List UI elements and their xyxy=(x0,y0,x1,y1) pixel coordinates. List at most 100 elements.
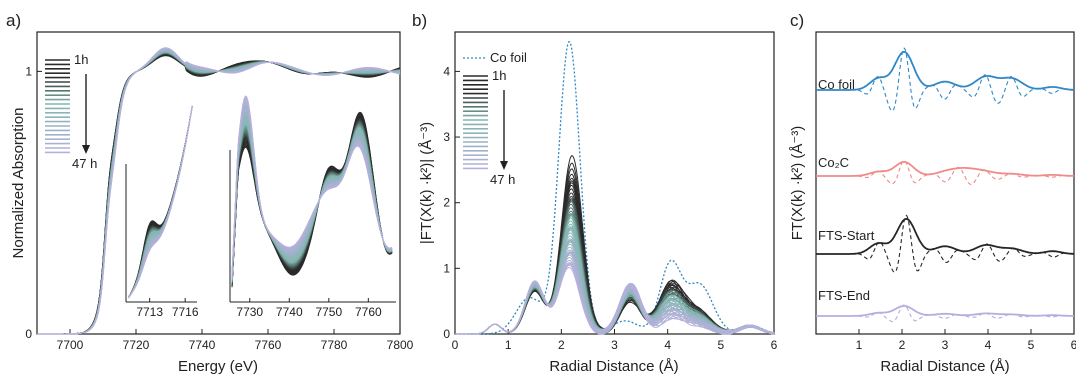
inset1-series-line xyxy=(127,105,193,299)
inset1-series-line xyxy=(127,105,193,299)
xanes-series-line xyxy=(37,52,401,335)
inset1-series-line xyxy=(127,105,193,299)
xanes-series-line xyxy=(37,48,401,335)
xanes-series-line xyxy=(37,55,401,335)
x-tick-label-b: 0 xyxy=(452,338,459,352)
xanes-series-line xyxy=(37,52,401,335)
xanes-series-line xyxy=(37,47,401,335)
xanes-series-line xyxy=(37,47,401,335)
xanes-series-line xyxy=(37,49,401,335)
y-tick-label-a: 1 xyxy=(25,64,32,78)
ft-magnitude-line xyxy=(816,51,1075,91)
xanes-series-line xyxy=(37,48,401,335)
inset1-series-line xyxy=(127,105,193,299)
panel-b-ylabel: |FT(X(k) ·k²)| (Å⁻³) xyxy=(418,122,435,244)
panel-b-ticks: 0 1 2 3 4 5 6 0 1 2 3 4 xyxy=(443,64,777,352)
inset2-series-line xyxy=(231,108,393,278)
x-tick-label-b: 6 xyxy=(771,338,778,352)
legend-a-arrowhead xyxy=(82,145,90,154)
inset1-series-line xyxy=(127,105,193,299)
xanes-series-line xyxy=(37,54,401,335)
xanes-series-line xyxy=(37,53,401,335)
xanes-series-line xyxy=(37,55,401,335)
inset1-series-line xyxy=(127,105,193,299)
y-tick-label-b: 3 xyxy=(443,130,450,144)
xanes-series-line xyxy=(37,50,400,335)
inset1-series-line xyxy=(127,105,193,299)
panel-a-xlabel: Energy (eV) xyxy=(178,358,258,375)
xanes-series-line xyxy=(37,49,401,335)
panel-a-frame xyxy=(36,31,401,335)
inset1-series-line xyxy=(127,105,193,299)
xanes-series-line xyxy=(37,47,401,335)
xanes-series-line xyxy=(37,54,401,335)
panel-a-inset-pre-edge: 7713 7716 xyxy=(125,105,199,319)
rdf-series-line xyxy=(455,182,775,335)
xanes-series-line xyxy=(37,52,401,335)
xanes-series-line xyxy=(37,50,401,335)
inset1-series-line xyxy=(127,105,193,299)
xanes-series-line xyxy=(37,47,401,335)
inset1-series-line xyxy=(127,105,193,299)
xanes-series-line xyxy=(37,48,401,335)
rdf-series-line xyxy=(455,266,775,335)
inset2-tick-label: 7730 xyxy=(236,305,263,319)
rdf-series-line xyxy=(455,201,775,335)
xanes-series-line xyxy=(37,54,401,335)
xanes-series-line xyxy=(37,51,401,335)
x-tick-label-c: 4 xyxy=(985,338,992,352)
panel-b-label: b) xyxy=(412,11,427,30)
x-tick-label-c: 6 xyxy=(1071,338,1076,352)
panel-a-inset-xanes: 7730 7740 7750 7760 xyxy=(229,95,396,319)
rdf-series-line xyxy=(455,162,775,335)
ft-imaginary-line xyxy=(816,47,1075,112)
xanes-series-line xyxy=(37,50,400,335)
inset1-series-line xyxy=(127,105,193,299)
inset1-series-line xyxy=(127,105,193,299)
xanes-series-line xyxy=(37,51,401,335)
series-label-c: FTS-Start xyxy=(818,228,875,243)
legend-b-end-label: 47 h xyxy=(490,172,515,187)
inset2-series-line xyxy=(231,107,393,278)
xanes-series-line xyxy=(37,54,401,335)
inset1-series-line xyxy=(127,105,193,299)
panel-b-xlabel: Radial Distance (Å) xyxy=(549,358,678,375)
xanes-series-line xyxy=(37,53,401,335)
inset2-series-line xyxy=(231,120,393,284)
xanes-series-line xyxy=(37,51,401,335)
panel-c-series: Co foil Co₂C FTS-Start FTS-End xyxy=(816,47,1075,323)
inset1-series-line xyxy=(127,105,193,299)
inset1-series-line xyxy=(127,105,193,299)
legend-a-end-label: 47 h xyxy=(72,156,97,171)
inset1-tick-label: 7713 xyxy=(136,305,163,319)
xanes-series-line xyxy=(37,48,401,335)
inset1-series-line xyxy=(127,105,193,299)
panel-b: 0 1 2 3 4 5 6 0 1 2 3 4 Co foil 1h 47 h Radial Distan… xyxy=(418,31,778,375)
x-tick-label-b: 2 xyxy=(558,338,565,352)
inset2-series-line xyxy=(231,121,393,284)
xanes-series-line xyxy=(37,53,401,335)
x-tick-label-a: 7800 xyxy=(387,338,414,352)
legend-b-reference-label: Co foil xyxy=(490,50,527,65)
rdf-series-line xyxy=(455,184,775,335)
inset1-series-line xyxy=(127,105,193,299)
xanes-series-line xyxy=(37,52,401,335)
panel-c-ticks: 1 2 3 4 5 6 xyxy=(856,329,1076,352)
panel-b-legend: Co foil 1h 47 h xyxy=(463,50,527,187)
x-tick-label-c: 2 xyxy=(899,338,906,352)
inset1-series-line xyxy=(127,105,193,299)
inset1-series-line xyxy=(127,105,193,299)
y-tick-label-b: 4 xyxy=(443,64,450,78)
inset1-series-line xyxy=(127,105,193,299)
inset2-tick-label: 7750 xyxy=(315,305,342,319)
inset2-series-line xyxy=(231,122,393,284)
xanes-series-line xyxy=(37,53,401,335)
inset1-series-line xyxy=(127,105,193,299)
inset1-series-line xyxy=(127,105,193,299)
series-label-c: FTS-End xyxy=(818,288,870,303)
x-tick-label-c: 5 xyxy=(1028,338,1035,352)
inset1-series-line xyxy=(127,105,193,299)
rdf-series-line xyxy=(455,180,775,335)
x-tick-label-a: 7700 xyxy=(57,338,84,352)
